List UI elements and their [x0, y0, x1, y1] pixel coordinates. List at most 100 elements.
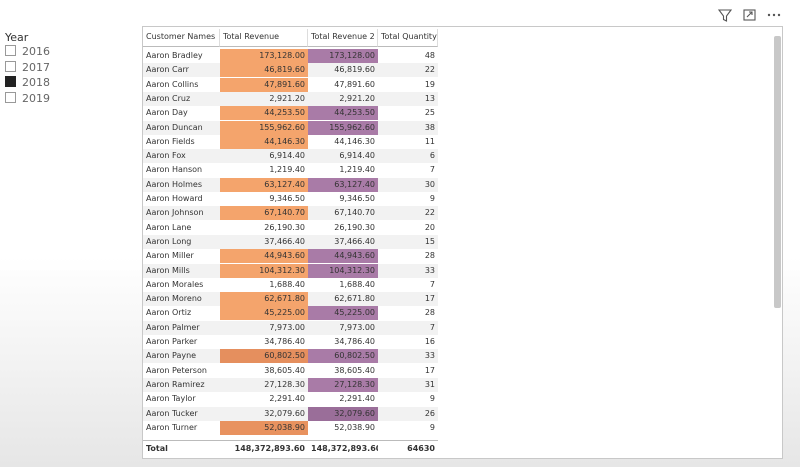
table-cell: 44,146.30: [220, 134, 308, 149]
total-cell: 64630: [378, 440, 438, 456]
table-cell: 38,605.40: [334, 365, 375, 375]
row-band: [143, 149, 438, 164]
column-header: Total Revenue: [220, 29, 308, 47]
customer-name: Aaron Carr: [146, 65, 189, 75]
customer-name: Aaron Parker: [146, 337, 198, 346]
customer-name: Aaron Ortiz: [146, 308, 192, 318]
scrollbar[interactable]: [774, 36, 781, 308]
table-cell: 6,914.40: [339, 151, 375, 161]
checkbox[interactable]: [5, 45, 16, 56]
customer-name: Aaron Duncan: [146, 122, 203, 132]
table-cell: 7: [429, 165, 435, 175]
table-cell: 34,786.40: [264, 337, 305, 346]
table-cell: 6: [429, 151, 435, 161]
table-cell: 48: [424, 51, 435, 60]
column-header: Total Revenue 2: [308, 29, 378, 47]
table-cell: 63,127.40: [220, 177, 308, 192]
table-cell: 17: [424, 294, 435, 304]
table-cell: 44,253.50: [220, 106, 308, 121]
row-band: [143, 234, 438, 249]
table-cell: 45,225.00: [308, 306, 378, 321]
customer-name: Aaron Miller: [146, 251, 194, 261]
table-cell: 34,786.40: [334, 337, 375, 346]
table-visual: Customer Names Total Revenue Total Revenue…: [142, 26, 783, 459]
table-cell: 17: [424, 365, 435, 375]
slicer-option[interactable]: 2019: [5, 91, 50, 106]
table-cell: 9: [429, 194, 435, 203]
table-cell: 67,140.70: [220, 206, 308, 221]
table-cell: 62,671.80: [220, 292, 308, 307]
table-cell: 7,973.00: [339, 322, 375, 332]
table-cell: 19: [424, 79, 435, 89]
slicer-option[interactable]: 2016: [5, 45, 50, 59]
table-cell: 1,688.40: [339, 279, 375, 289]
table-cell: 1,688.40: [269, 279, 305, 289]
checkbox[interactable]: [5, 60, 16, 72]
total-cell: 148,372,893.60: [220, 440, 308, 456]
customer-name: Aaron Turner: [146, 422, 198, 432]
customer-name: Aaron Palmer: [146, 322, 200, 332]
customer-name: Aaron Peterson: [146, 365, 207, 375]
total-cell: Total: [143, 440, 220, 456]
focus-arrow: [746, 11, 753, 18]
table-cell: 44,253.50: [308, 106, 378, 121]
more-options-icon[interactable]: [767, 13, 781, 17]
table-cell: 22: [424, 208, 435, 218]
table-cell: 26,190.30: [334, 222, 375, 232]
table-cell: 6,914.40: [269, 151, 305, 161]
table-cell: 31: [424, 379, 435, 389]
table-cell: 16: [424, 337, 435, 346]
table-cell: 44,943.60: [308, 249, 378, 264]
table-cell: 60,802.50: [308, 349, 378, 364]
checkbox[interactable]: [5, 76, 16, 87]
row-band: [143, 320, 438, 335]
customer-name: Aaron Holmes: [146, 179, 203, 189]
row-band: [143, 91, 438, 106]
table-cell: 52,038.90: [220, 420, 308, 435]
slicer-option[interactable]: 2018: [5, 76, 50, 90]
table-cell: 33: [424, 265, 435, 275]
option-label: 2019: [22, 91, 50, 105]
customer-name: Aaron Johnson: [146, 208, 204, 218]
slicer-option[interactable]: 2017: [5, 60, 50, 75]
table-cell: 9,346.50: [269, 194, 305, 203]
customer-name: Aaron Long: [146, 236, 192, 246]
table-cell: 9,346.50: [339, 194, 375, 203]
table-cell: 52,038.90: [334, 422, 375, 432]
customer-name: Aaron Taylor: [146, 394, 196, 404]
slicer-title: Year: [5, 31, 29, 44]
customer-name: Aaron Hanson: [146, 165, 203, 175]
table-cell: 1,219.40: [339, 165, 375, 175]
table-cell: 22: [424, 65, 435, 75]
table-cell: 7: [429, 322, 435, 332]
customer-name: Aaron Mills: [146, 265, 190, 275]
column-header: Total Quantity: [378, 29, 438, 47]
customer-name: Aaron Collins: [146, 79, 199, 89]
option-label: 2017: [22, 60, 50, 74]
table-cell: 155,962.60: [220, 120, 308, 135]
table-cell: 37,466.40: [334, 236, 375, 246]
table-cell: 44,943.60: [220, 249, 308, 264]
customer-name: Aaron Morales: [146, 279, 204, 289]
customer-name: Aaron Ramirez: [146, 379, 205, 389]
filter-icon[interactable]: [717, 9, 733, 22]
table-cell: 62,671.80: [334, 294, 375, 304]
column-header: Customer Names: [143, 29, 220, 47]
table-cell: 26: [424, 408, 435, 418]
table-cell: 44,146.30: [334, 136, 375, 146]
table-cell: 25: [424, 108, 435, 118]
table-cell: 2,921.20: [269, 93, 305, 103]
customer-name: Aaron Fox: [146, 151, 186, 161]
table-cell: 26,190.30: [264, 222, 305, 232]
table-cell: 60,802.50: [220, 349, 308, 364]
focus-icon[interactable]: [743, 9, 756, 21]
checkbox[interactable]: [5, 91, 16, 103]
customer-name: Aaron Moreno: [146, 294, 202, 304]
table-cell: 2,291.40: [339, 394, 375, 404]
customer-name: Aaron Fields: [146, 136, 195, 146]
table-cell: 38,605.40: [264, 365, 305, 375]
customer-name: Aaron Cruz: [146, 93, 191, 103]
table-cell: 28: [424, 251, 435, 261]
option-label: 2018: [22, 76, 50, 89]
table-cell: 63,127.40: [308, 177, 378, 192]
